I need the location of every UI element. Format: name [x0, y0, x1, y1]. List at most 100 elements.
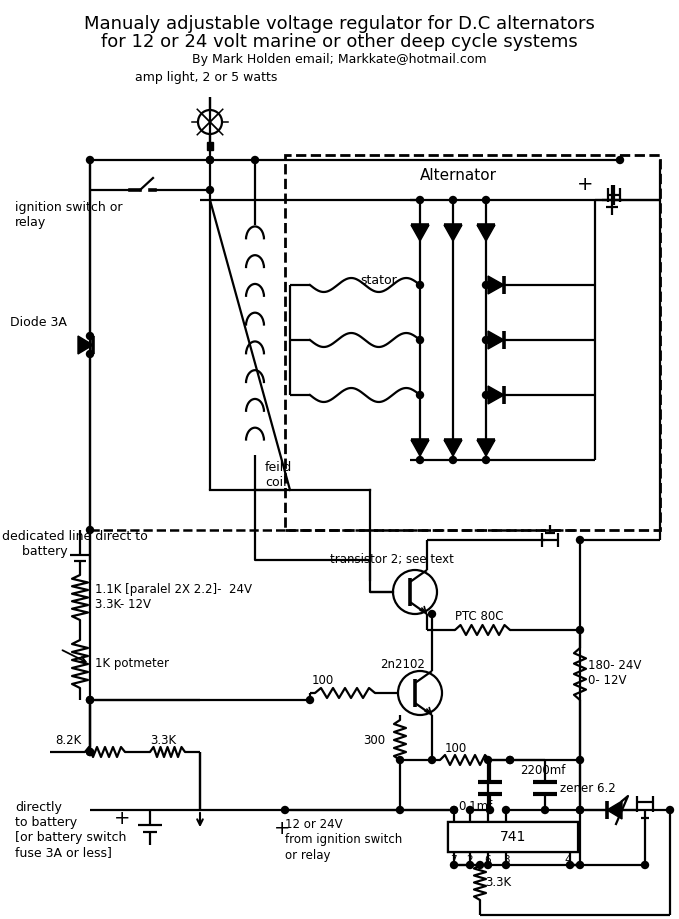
Polygon shape: [607, 801, 622, 819]
Circle shape: [428, 610, 435, 618]
Circle shape: [397, 807, 403, 813]
Text: PTC 80C: PTC 80C: [455, 609, 504, 622]
Circle shape: [282, 807, 289, 813]
Circle shape: [416, 457, 424, 463]
Polygon shape: [444, 225, 462, 241]
Text: By Mark Holden email; Markkate@hotmail.com: By Mark Holden email; Markkate@hotmail.c…: [191, 53, 486, 66]
Polygon shape: [488, 276, 504, 294]
Text: 12 or 24V
from ignition switch
or relay: 12 or 24V from ignition switch or relay: [285, 819, 402, 861]
Circle shape: [206, 156, 213, 164]
Text: 1K potmeter: 1K potmeter: [95, 656, 169, 670]
Circle shape: [86, 333, 94, 339]
Polygon shape: [477, 225, 495, 241]
Circle shape: [428, 756, 435, 764]
Text: 741: 741: [500, 830, 526, 844]
Text: for 12 or 24 volt marine or other deep cycle systems: for 12 or 24 volt marine or other deep c…: [100, 33, 577, 51]
Circle shape: [485, 861, 492, 868]
Text: 2n2102: 2n2102: [380, 659, 425, 672]
Circle shape: [576, 861, 583, 868]
Bar: [207, 142, 213, 150]
Text: 8.2K: 8.2K: [55, 733, 81, 746]
Circle shape: [483, 197, 490, 203]
Circle shape: [507, 756, 513, 764]
Circle shape: [483, 457, 490, 463]
Text: 100: 100: [445, 742, 467, 754]
Circle shape: [507, 756, 513, 764]
Circle shape: [541, 807, 549, 813]
Circle shape: [86, 527, 94, 534]
Text: directly
to battery
[or battery switch
fuse 3A or less]: directly to battery [or battery switch f…: [15, 801, 126, 859]
Text: Alternator: Alternator: [420, 167, 497, 183]
Circle shape: [86, 156, 94, 164]
Text: zener 6.2: zener 6.2: [560, 781, 616, 795]
Text: Manualy adjustable voltage regulator for D.C alternators: Manualy adjustable voltage regulator for…: [84, 15, 594, 33]
Circle shape: [86, 350, 94, 357]
Circle shape: [576, 807, 583, 813]
Circle shape: [486, 807, 494, 813]
Text: 3.3K: 3.3K: [150, 733, 176, 746]
Circle shape: [416, 197, 424, 203]
Text: dedicated line direct to
     battery: dedicated line direct to battery: [2, 530, 148, 558]
Circle shape: [485, 756, 492, 764]
Circle shape: [206, 156, 213, 164]
Circle shape: [86, 748, 94, 755]
Circle shape: [642, 861, 648, 868]
Circle shape: [466, 861, 473, 868]
Circle shape: [477, 861, 483, 868]
Circle shape: [483, 336, 490, 344]
Circle shape: [576, 807, 583, 813]
Circle shape: [566, 861, 574, 868]
Polygon shape: [411, 440, 429, 456]
Text: 7: 7: [450, 855, 456, 865]
Text: 180- 24V
0- 12V: 180- 24V 0- 12V: [588, 659, 642, 687]
Circle shape: [450, 861, 458, 868]
Circle shape: [86, 697, 94, 704]
Polygon shape: [477, 440, 495, 456]
Text: 3: 3: [503, 855, 510, 865]
Circle shape: [251, 156, 259, 164]
Polygon shape: [488, 331, 504, 349]
Text: 0.1mf: 0.1mf: [458, 800, 492, 812]
Circle shape: [466, 807, 473, 813]
Circle shape: [483, 281, 490, 289]
Text: stator: stator: [360, 274, 397, 287]
Circle shape: [306, 697, 314, 704]
Text: +: +: [274, 819, 290, 837]
Circle shape: [502, 807, 509, 813]
Circle shape: [617, 156, 623, 164]
Circle shape: [449, 457, 456, 463]
Circle shape: [576, 537, 583, 543]
Text: ignition switch or
relay: ignition switch or relay: [15, 201, 122, 229]
Polygon shape: [488, 386, 504, 404]
Circle shape: [450, 807, 458, 813]
Circle shape: [86, 697, 94, 704]
Text: 2: 2: [466, 855, 473, 865]
Text: 300: 300: [363, 733, 385, 746]
Text: 3.3K: 3.3K: [485, 876, 511, 889]
Polygon shape: [444, 440, 462, 456]
Circle shape: [416, 336, 424, 344]
Circle shape: [397, 756, 403, 764]
Circle shape: [576, 627, 583, 633]
Text: 100: 100: [312, 675, 334, 687]
Text: +: +: [576, 176, 593, 195]
Text: transistor 2; see text: transistor 2; see text: [330, 553, 454, 566]
Text: Diode 3A: Diode 3A: [10, 316, 67, 330]
Polygon shape: [411, 225, 429, 241]
Circle shape: [576, 756, 583, 764]
Circle shape: [449, 197, 456, 203]
Text: 2200mf: 2200mf: [520, 764, 566, 777]
Text: +: +: [114, 809, 130, 827]
Circle shape: [206, 187, 213, 194]
Text: 6: 6: [484, 855, 491, 865]
Text: 1.1K [paralel 2X 2.2]-  24V
3.3K- 12V: 1.1K [paralel 2X 2.2]- 24V 3.3K- 12V: [95, 583, 252, 611]
Bar: [448, 822, 578, 852]
Circle shape: [667, 807, 674, 813]
Circle shape: [483, 391, 490, 399]
Text: amp light, 2 or 5 watts: amp light, 2 or 5 watts: [135, 71, 278, 84]
Circle shape: [86, 748, 94, 755]
Circle shape: [416, 391, 424, 399]
Circle shape: [450, 807, 458, 813]
Bar: [448, 822, 578, 852]
Circle shape: [502, 861, 509, 868]
